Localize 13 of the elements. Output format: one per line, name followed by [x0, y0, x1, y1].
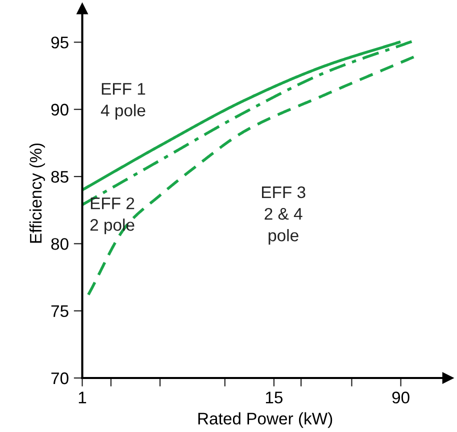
y-tick-label: 85: [51, 170, 68, 183]
y-tick-label: 75: [51, 305, 68, 318]
annotation: EFF 3 2 & 4 pole: [262, 186, 306, 245]
x-tick-label: 15: [266, 392, 283, 404]
x-tick-label: 90: [392, 392, 410, 404]
x-axis-title: Rated Power (kW): [198, 412, 332, 428]
y-tick-label: 90: [51, 104, 68, 116]
y-tick-label: 95: [51, 36, 68, 48]
annotation: EFF 1 4 pole: [100, 83, 146, 120]
y-tick-label: 80: [51, 238, 68, 250]
y-axis-title: Efficiency (%): [29, 144, 45, 243]
y-tick-label: 70: [51, 372, 68, 384]
x-tick-label: 1: [78, 392, 86, 404]
